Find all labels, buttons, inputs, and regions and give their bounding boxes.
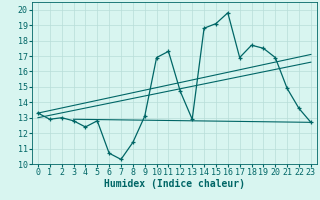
X-axis label: Humidex (Indice chaleur): Humidex (Indice chaleur) (104, 179, 245, 189)
